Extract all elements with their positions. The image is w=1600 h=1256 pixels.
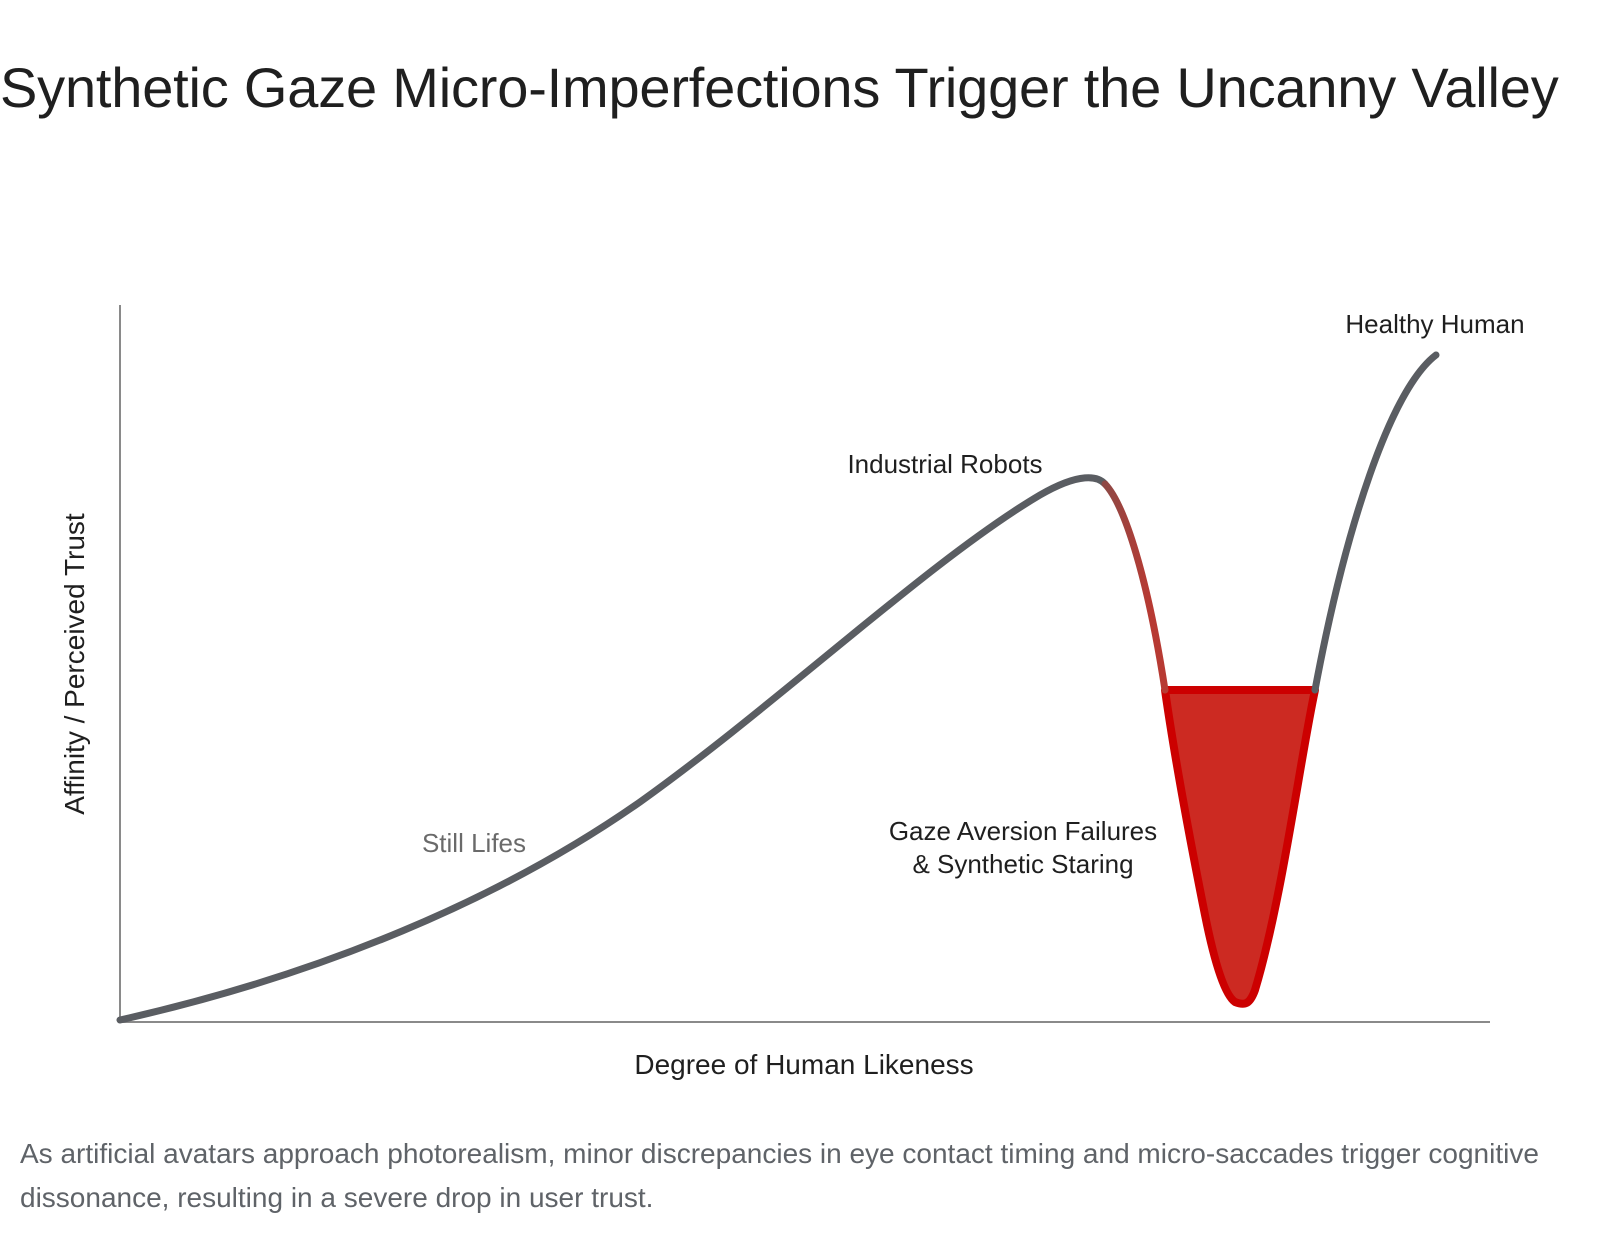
valley-ascent-curve: [1311, 351, 1440, 694]
annotation-valley-line1: Gaze Aversion Failures: [889, 816, 1157, 846]
affinity-curve: [116, 474, 1109, 1024]
x-axis-label: Degree of Human Likeness: [634, 1049, 973, 1080]
valley-descent-curve: [1101, 480, 1169, 694]
valley-region: [1161, 686, 1319, 1008]
figure-caption: As artificial avatars approach photoreal…: [20, 1138, 1539, 1213]
page-title: Synthetic Gaze Micro-Imperfections Trigg…: [0, 56, 1559, 119]
y-axis-label: Affinity / Perceived Trust: [59, 513, 90, 815]
annotation-still-lifes: Still Lifes: [422, 828, 526, 858]
annotation-valley-line2: & Synthetic Staring: [912, 849, 1133, 879]
annotation-healthy-human: Healthy Human: [1345, 309, 1524, 339]
annotation-industrial-robots: Industrial Robots: [847, 449, 1042, 479]
